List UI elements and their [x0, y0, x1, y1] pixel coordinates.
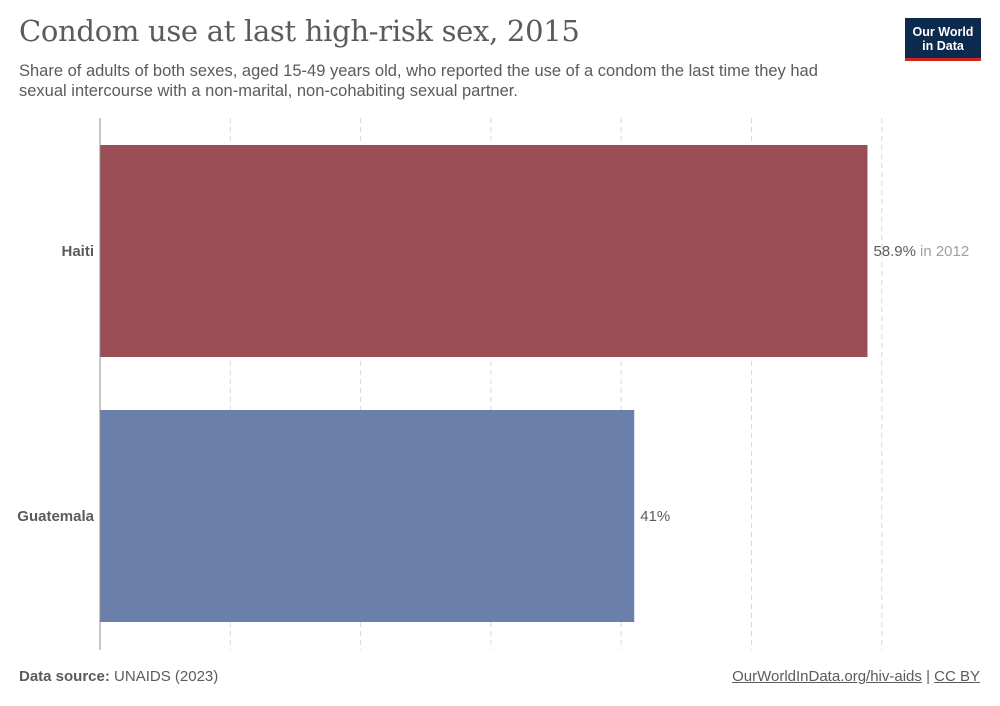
- license-link[interactable]: CC BY: [934, 668, 980, 685]
- data-source-value: UNAIDS (2023): [114, 668, 219, 685]
- category-label: Guatemala: [17, 508, 94, 525]
- logo-line-1: Our World: [912, 25, 974, 39]
- value-note: in 2012: [920, 243, 969, 260]
- bar-haiti: [100, 145, 868, 357]
- category-label: Haiti: [61, 243, 94, 260]
- owid-logo[interactable]: Our World in Data: [905, 18, 981, 61]
- footer-separator: |: [926, 668, 930, 685]
- value-label: 58.9%: [873, 243, 916, 260]
- data-source-label: Data source:: [19, 668, 110, 685]
- chart-subtitle: Share of adults of both sexes, aged 15-4…: [19, 62, 818, 100]
- value-label: 41%: [640, 508, 670, 525]
- data-source: Data source: UNAIDS (2023): [19, 668, 218, 685]
- logo-line-2: in Data: [922, 39, 964, 53]
- source-url-link[interactable]: OurWorldInData.org/hiv-aids: [732, 668, 922, 685]
- chart-title: Condom use at last high-risk sex, 2015: [19, 14, 580, 48]
- bar-guatemala: [100, 410, 635, 622]
- footer-links: OurWorldInData.org/hiv-aids | CC BY: [732, 668, 980, 685]
